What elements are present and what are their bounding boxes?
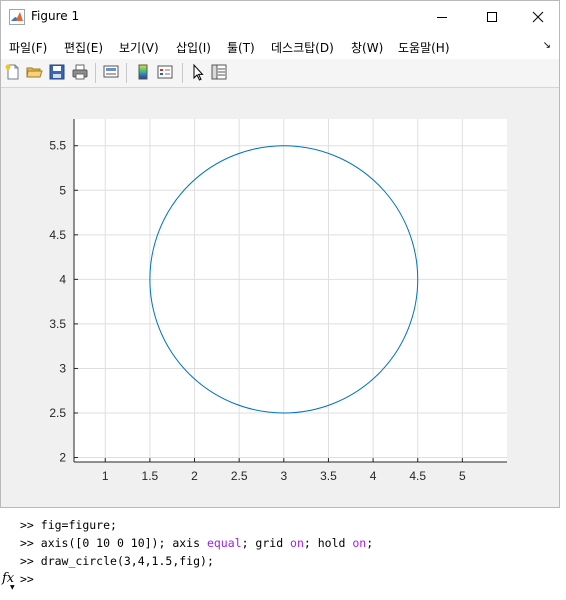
y-tick-label: 3: [59, 361, 66, 375]
command-prompt: >>: [20, 554, 41, 568]
command-line: >> axis([0 10 0 10]); axis equal; grid o…: [20, 536, 373, 550]
plot-series: [149, 145, 419, 414]
x-axis-ticks: 1 1.5 2 2.5 3 3.5 4 4.5 5: [102, 458, 466, 483]
new-figure-icon[interactable]: [4, 63, 22, 81]
save-icon[interactable]: [48, 63, 66, 81]
close-button[interactable]: [515, 1, 561, 33]
x-tick-label: 3: [280, 469, 287, 483]
open-file-icon[interactable]: [25, 63, 43, 81]
y-tick-label: 4: [59, 272, 66, 286]
property-inspector-icon[interactable]: [210, 63, 228, 81]
code-token: ;: [366, 536, 374, 550]
menu-window[interactable]: 창(W): [351, 41, 384, 55]
y-tick-label: 4.5: [49, 228, 66, 242]
insert-colorbar-icon[interactable]: [134, 63, 152, 81]
matlab-icon: [9, 9, 25, 25]
y-axis-ticks: 2 2.5 3 3.5 4 4.5 5 5.5: [49, 139, 78, 465]
command-prompt: >>: [20, 536, 41, 550]
command-window[interactable]: >> fig=figure; >> axis([0 10 0 10]); axis…: [0, 508, 566, 600]
code-token: fig=figure;: [40, 518, 117, 532]
x-tick-label: 2.5: [231, 469, 248, 483]
print-icon[interactable]: [71, 63, 89, 81]
menu-edit[interactable]: 편집(E): [64, 41, 104, 55]
toolbar-separator: [126, 63, 127, 83]
command-line[interactable]: >>: [20, 572, 41, 586]
toolbar: [1, 59, 559, 88]
x-tick-label: 3.5: [320, 469, 337, 483]
axes-lines: [73, 119, 507, 463]
command-line: >> fig=figure;: [20, 518, 117, 532]
keyword-token: on: [290, 536, 304, 550]
maximize-icon: [487, 12, 497, 22]
code-token: ; grid: [241, 536, 291, 550]
x-tick-label: 4.5: [409, 469, 426, 483]
figure-window: Figure 1 파일(F) 편집(E) 보기(V) 삽입(I) 툴(T) 데스…: [0, 0, 560, 508]
code-token: axis([0 10 0 10]); axis: [40, 536, 207, 550]
menu-insert[interactable]: 삽입(I): [176, 41, 211, 55]
circle-curve[interactable]: [149, 145, 419, 414]
minimize-button[interactable]: [419, 1, 465, 33]
y-tick-label: 5.5: [49, 139, 66, 153]
x-tick-label: 5: [459, 469, 466, 483]
plot-canvas[interactable]: 1 1.5 2 2.5 3 3.5 4 4.5 5 2 2.5 3 3.5 4 4.5 5 5.5: [1, 88, 559, 508]
command-prompt: >>: [20, 572, 41, 586]
insert-legend-icon[interactable]: [156, 63, 174, 81]
maximize-button[interactable]: [469, 1, 515, 33]
close-icon: [532, 11, 544, 23]
x-tick-label: 1: [102, 469, 109, 483]
link-plot-icon[interactable]: [102, 63, 120, 81]
function-browser-icon[interactable]: fx: [2, 571, 15, 586]
minimize-icon: [437, 17, 447, 18]
axes-background: [74, 119, 507, 462]
menu-desktop[interactable]: 데스크탑(D): [271, 41, 334, 55]
y-tick-label: 2.5: [49, 406, 66, 420]
x-tick-label: 1.5: [142, 469, 159, 483]
menu-file[interactable]: 파일(F): [9, 41, 48, 55]
toolbar-separator: [95, 63, 96, 83]
command-line: >> draw_circle(3,4,1.5,fig);: [20, 554, 214, 568]
x-tick-label: 2: [191, 469, 198, 483]
edit-plot-icon[interactable]: [189, 63, 207, 81]
command-prompt: >>: [20, 518, 41, 532]
menu-bar: 파일(F) 편집(E) 보기(V) 삽입(I) 툴(T) 데스크탑(D) 창(W…: [1, 33, 559, 59]
window-title: Figure 1: [31, 9, 80, 23]
code-token: ; hold: [303, 536, 353, 550]
y-tick-label: 5: [59, 183, 66, 197]
keyword-token: equal: [206, 536, 242, 550]
y-tick-label: 3.5: [49, 317, 66, 331]
menu-help[interactable]: 도움말(H): [398, 41, 450, 55]
toolbar-separator: [182, 63, 183, 83]
chevron-down-icon[interactable]: ▼: [10, 584, 15, 591]
y-tick-label: 2: [59, 451, 66, 465]
code-token: draw_circle(3,4,1.5,fig);: [40, 554, 214, 568]
x-tick-label: 4: [370, 469, 377, 483]
keyword-token: on: [352, 536, 367, 550]
title-bar[interactable]: Figure 1: [1, 1, 559, 33]
menu-view[interactable]: 보기(V): [119, 41, 159, 55]
menu-tools[interactable]: 툴(T): [227, 41, 255, 55]
dock-arrow-icon[interactable]: ↘: [542, 40, 551, 51]
